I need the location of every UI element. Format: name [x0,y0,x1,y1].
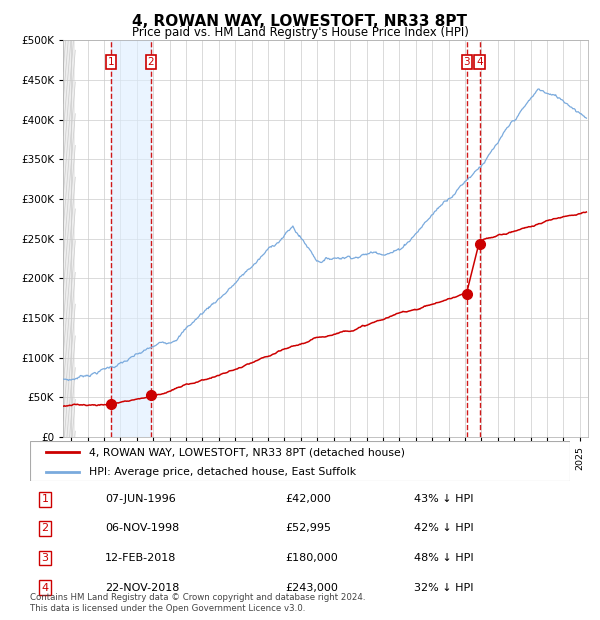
Text: £180,000: £180,000 [285,553,338,563]
Text: 2: 2 [41,523,49,533]
Text: £42,000: £42,000 [285,494,331,504]
Text: 32% ↓ HPI: 32% ↓ HPI [414,583,473,593]
Text: Contains HM Land Registry data © Crown copyright and database right 2024.
This d: Contains HM Land Registry data © Crown c… [30,593,365,613]
Text: 48% ↓ HPI: 48% ↓ HPI [414,553,473,563]
Text: HPI: Average price, detached house, East Suffolk: HPI: Average price, detached house, East… [89,467,356,477]
Text: 06-NOV-1998: 06-NOV-1998 [105,523,179,533]
Text: 1: 1 [41,494,49,504]
Text: 4, ROWAN WAY, LOWESTOFT, NR33 8PT: 4, ROWAN WAY, LOWESTOFT, NR33 8PT [133,14,467,29]
Bar [111,40,151,437]
Text: 4: 4 [41,583,49,593]
Text: 07-JUN-1996: 07-JUN-1996 [105,494,176,504]
Text: 43% ↓ HPI: 43% ↓ HPI [414,494,473,504]
Text: 3: 3 [41,553,49,563]
FancyBboxPatch shape [30,441,570,481]
Text: 2: 2 [148,57,154,67]
Text: 12-FEB-2018: 12-FEB-2018 [105,553,176,563]
Text: 1: 1 [108,57,115,67]
Text: Price paid vs. HM Land Registry's House Price Index (HPI): Price paid vs. HM Land Registry's House … [131,26,469,39]
Text: 4: 4 [476,57,483,67]
Text: 42% ↓ HPI: 42% ↓ HPI [414,523,473,533]
Text: 4, ROWAN WAY, LOWESTOFT, NR33 8PT (detached house): 4, ROWAN WAY, LOWESTOFT, NR33 8PT (detac… [89,448,406,458]
Bar [63,40,76,437]
Text: £52,995: £52,995 [285,523,331,533]
Text: 3: 3 [464,57,470,67]
Text: £243,000: £243,000 [285,583,338,593]
Text: 22-NOV-2018: 22-NOV-2018 [105,583,179,593]
